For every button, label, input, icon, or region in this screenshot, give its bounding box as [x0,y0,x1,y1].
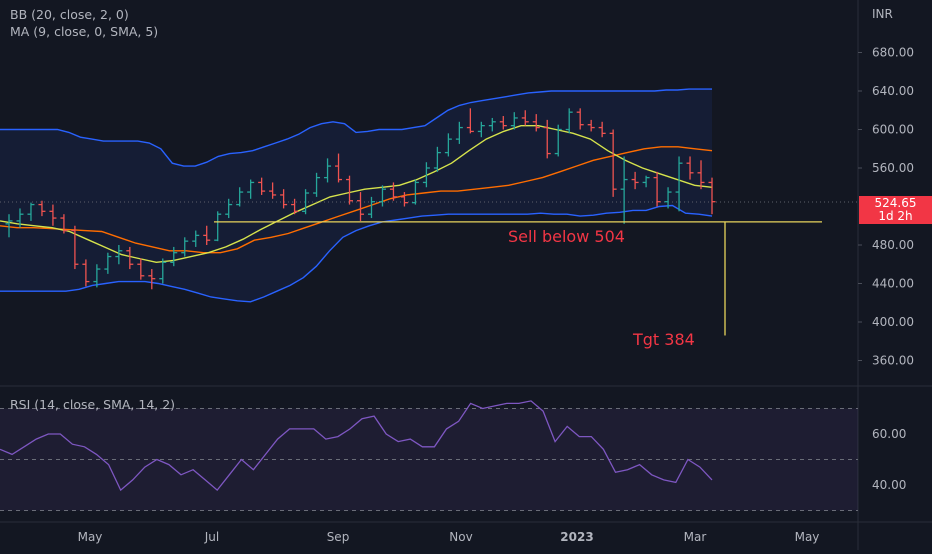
candle-62 [686,156,694,180]
candle-24 [269,182,277,199]
candle-44 [488,117,496,132]
candle-23 [258,177,266,195]
candle-10 [115,245,123,265]
candle-29 [324,158,332,183]
candle-49 [543,119,551,159]
candle-14 [159,258,167,284]
candle-34 [378,185,386,207]
candle-50 [554,124,562,157]
candle-1 [16,208,24,228]
candle-58 [642,175,650,188]
candle-48 [532,114,540,132]
candle-18 [203,225,211,245]
candle-11 [126,246,134,270]
candle-0 [5,214,13,238]
rsi-tick-label: 40.00 [872,478,906,492]
price-tick-label: 400.00 [872,315,914,329]
candle-47 [521,110,529,126]
candle-12 [137,258,145,280]
candle-20 [225,198,233,219]
price-tick-label: 360.00 [872,354,914,368]
candle-6 [71,225,79,270]
candle-36 [400,192,408,207]
candle-7 [82,259,90,287]
bb-legend[interactable]: BB (20, close, 2, 0) [10,7,129,22]
candle-37 [411,179,419,205]
bb-upper-line [0,88,712,167]
candle-19 [214,211,222,242]
candle-21 [236,187,244,207]
price-tick-label: 640.00 [872,84,914,98]
candle-42 [466,108,474,134]
candle-16 [181,237,189,257]
candle-25 [280,189,288,209]
target-annotation: Tgt 384 [632,330,695,349]
time-tick-label: Mar [684,530,707,544]
candle-35 [389,182,397,201]
candle-38 [422,162,430,188]
sell-annotation: Sell below 504 [508,227,625,246]
candle-43 [477,121,485,138]
candle-52 [576,108,584,130]
candle-51 [565,108,573,134]
candle-22 [247,179,255,199]
candle-54 [598,121,606,138]
current-price: 524.65 [874,196,917,210]
bb-band-fill [0,89,712,302]
ma-legend[interactable]: MA (9, close, 0, SMA, 5) [10,24,159,39]
candle-46 [510,112,518,130]
candle-41 [455,121,463,144]
rsi-tick-label: 60.00 [872,427,906,441]
candle-8 [93,264,101,288]
time-tick-label: May [78,530,103,544]
rsi-legend[interactable]: RSI (14, close, SMA, 14, 2) [10,397,176,412]
candle-28 [313,172,321,197]
candle-31 [346,175,354,205]
candle-40 [444,133,452,157]
price-tick-label: 560.00 [872,161,914,175]
candle-2 [27,202,35,221]
time-tick-label: Sep [327,530,350,544]
candle-64 [708,177,716,215]
candle-32 [357,192,364,221]
price-tick-label: 680.00 [872,46,914,60]
candle-9 [104,252,112,274]
currency-unit[interactable]: INR [872,7,893,21]
candle-27 [302,189,310,215]
candle-57 [631,171,639,190]
time-tick-label: Nov [449,530,472,544]
candle-61 [675,156,683,212]
candle-45 [499,116,507,130]
candle-26 [291,198,299,215]
candle-17 [192,230,200,247]
time-tick-label: Jul [204,530,219,544]
candle-56 [620,156,628,224]
candle-33 [367,196,375,219]
current-price-tag: 524.65 1d 2h [859,196,932,224]
candle-4 [49,204,57,226]
candle-63 [697,160,705,190]
candle-30 [335,153,343,183]
bb-basis-line [0,146,713,254]
candle-39 [433,146,441,172]
price-tick-label: 440.00 [872,277,914,291]
time-tick-label: May [795,530,820,544]
bar-countdown: 1d 2h [878,209,913,223]
candle-3 [38,200,46,217]
time-tick-label: 2023 [560,530,593,544]
rsi-line [0,400,713,492]
candle-59 [653,171,661,207]
bb-lower-line [0,204,713,303]
candle-60 [664,187,672,209]
candle-15 [170,246,178,267]
candle-53 [587,119,595,132]
candle-55 [609,129,617,197]
candle-5 [60,214,68,234]
price-tick-label: 480.00 [872,238,914,252]
price-tick-label: 600.00 [872,123,914,137]
candle-13 [148,269,156,290]
